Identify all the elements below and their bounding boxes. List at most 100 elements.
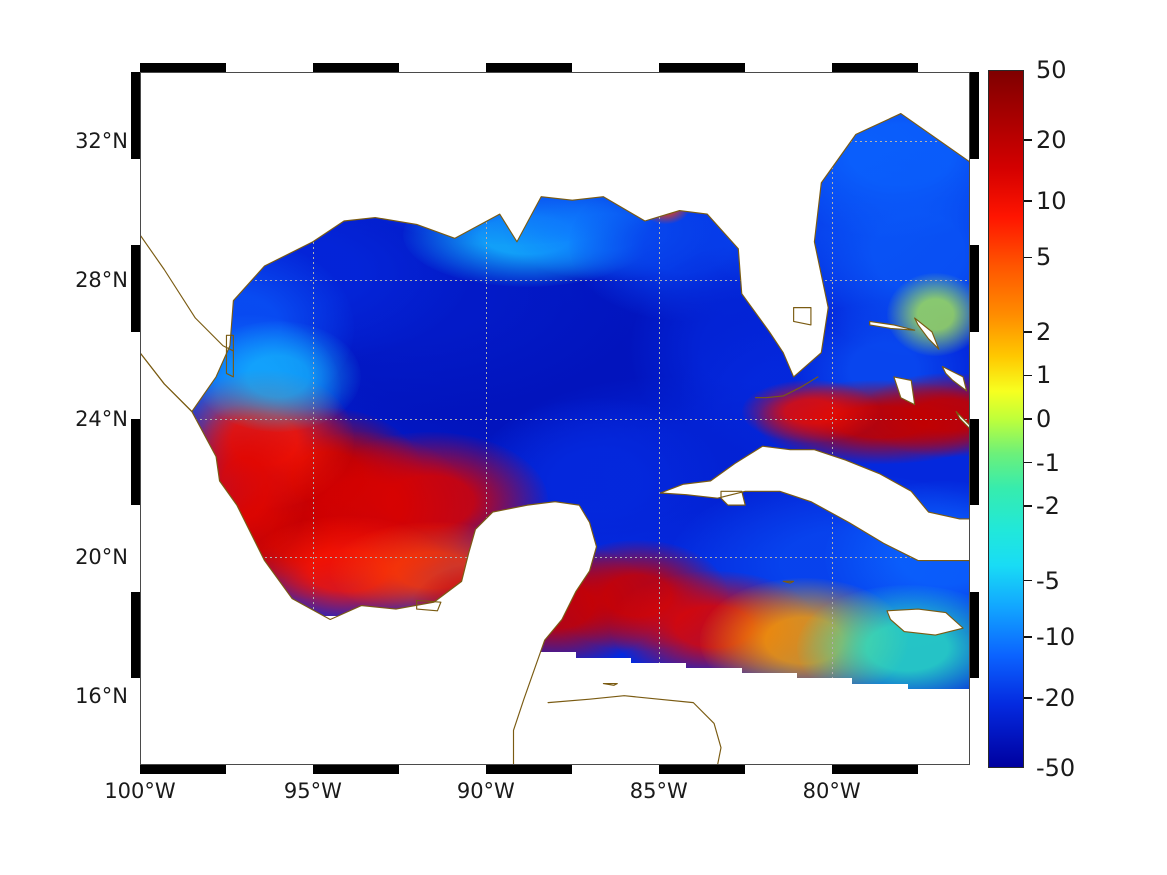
coastline-andros — [893, 376, 916, 406]
no-data-mask — [852, 683, 908, 765]
coastline-florida-keys — [755, 376, 819, 399]
frame-block — [745, 765, 832, 774]
frame-block — [226, 63, 313, 72]
frame-block — [831, 63, 919, 72]
frame-block — [572, 63, 659, 72]
frame-block — [970, 63, 979, 72]
frame-block — [831, 765, 919, 774]
latitude-tick-label: 24°N — [75, 406, 128, 431]
coastline-honduras-coast — [547, 695, 722, 765]
land-polygon-jamaica — [887, 609, 964, 636]
colorbar-tick-mark — [1024, 636, 1032, 638]
colorbar-tick-label: -10 — [1036, 623, 1076, 652]
frame-block — [970, 331, 979, 419]
latitude-tick-label: 32°N — [75, 129, 128, 154]
longitude-tick-label: 90°W — [456, 779, 515, 803]
frame-block — [970, 418, 979, 506]
frame-block — [131, 418, 140, 506]
colorbar-tick-mark — [1024, 139, 1032, 141]
frame-block — [131, 505, 140, 592]
colorbar-tick-label: 10 — [1036, 186, 1067, 215]
coastline-roatan — [602, 682, 618, 686]
coastline-us-gulf-coast — [140, 72, 970, 413]
frame-block — [312, 63, 400, 72]
no-data-mask — [797, 678, 853, 765]
frame-block — [399, 63, 486, 72]
land-polygon-us-gulf-coast — [140, 72, 970, 412]
colorbar-tick-mark — [1024, 256, 1032, 259]
frame-block — [131, 331, 140, 419]
colorbar-tick-label: 20 — [1036, 125, 1067, 154]
land-polygon-isla-juventud — [721, 491, 746, 506]
frame-block — [970, 72, 979, 159]
colorbar-tick-label: 0 — [1036, 405, 1052, 433]
coastline-cuba — [659, 445, 970, 562]
frame-block — [131, 765, 140, 774]
colorbar-tick-label: -5 — [1036, 566, 1060, 595]
colorbar-tick-label: 50 — [1036, 56, 1067, 84]
longitude-tick-label: 100°W — [104, 779, 176, 803]
land-polygon-north-america — [140, 72, 597, 765]
frame-block — [970, 245, 979, 332]
frame-block — [918, 765, 970, 774]
coastline-isla-juventud — [720, 490, 746, 506]
frame-block — [131, 591, 140, 679]
frame-block — [970, 591, 979, 679]
coastline-jamaica — [886, 608, 964, 636]
no-data-mask — [741, 673, 798, 765]
frame-block — [140, 63, 227, 72]
frame-block — [485, 765, 573, 774]
colorbar — [988, 70, 1024, 768]
frame-block — [658, 765, 746, 774]
frame-block — [485, 63, 573, 72]
coastline-cayman — [782, 580, 795, 584]
longitude-tick-label: 80°W — [802, 779, 861, 803]
no-data-mask — [686, 667, 742, 765]
frame-block — [131, 245, 140, 332]
colorbar-tick-label: -50 — [1036, 754, 1076, 782]
frame-block — [226, 765, 313, 774]
coastline-abaco — [914, 317, 940, 350]
colorbar-tick-mark — [1024, 418, 1032, 420]
coastline-north-america — [140, 72, 598, 765]
colorbar-tick-label: 2 — [1036, 317, 1052, 346]
frame-block — [399, 765, 486, 774]
anomaly-blob — [741, 380, 881, 443]
map-data-area — [140, 72, 970, 765]
frame-block — [745, 63, 832, 72]
frame-block — [970, 678, 979, 765]
colorbar-tick-label: -20 — [1036, 684, 1076, 713]
map-axes — [140, 72, 970, 765]
colorbar-gradient — [989, 71, 1023, 767]
latitude-tick-label: 16°N — [75, 683, 128, 708]
frame-block — [572, 765, 659, 774]
coastline-eleuthera — [941, 365, 968, 392]
no-data-mask — [575, 657, 632, 765]
colorbar-tick-mark — [1024, 200, 1032, 202]
frame-block — [970, 158, 979, 246]
colorbar-tick-mark — [1024, 505, 1032, 508]
graticule-parallel — [140, 279, 970, 281]
frame-block — [658, 63, 746, 72]
coastline-overlay — [140, 72, 970, 765]
colorbar-tick-mark — [1024, 461, 1032, 464]
colorbar-tick-mark — [1024, 330, 1032, 333]
anomaly-blob — [887, 272, 970, 357]
colorbar-tick-mark — [1024, 579, 1032, 582]
frame-block — [970, 505, 979, 592]
colorbar-tick-label: -1 — [1036, 448, 1060, 477]
longitude-tick-label: 85°W — [629, 779, 688, 803]
frame-block — [131, 72, 140, 159]
land-polygon-exuma — [956, 411, 970, 429]
no-data-mask — [631, 662, 687, 765]
graticule-parallel — [140, 418, 970, 420]
latitude-tick-label: 28°N — [75, 267, 128, 292]
coastline-laguna-madre — [225, 334, 234, 378]
frame-block — [131, 158, 140, 246]
colorbar-tick-label: 5 — [1036, 243, 1052, 272]
frame-block — [131, 63, 140, 72]
longitude-tick-label: 95°W — [283, 779, 342, 803]
frame-block — [918, 63, 970, 72]
latitude-tick-label: 20°N — [75, 545, 128, 570]
